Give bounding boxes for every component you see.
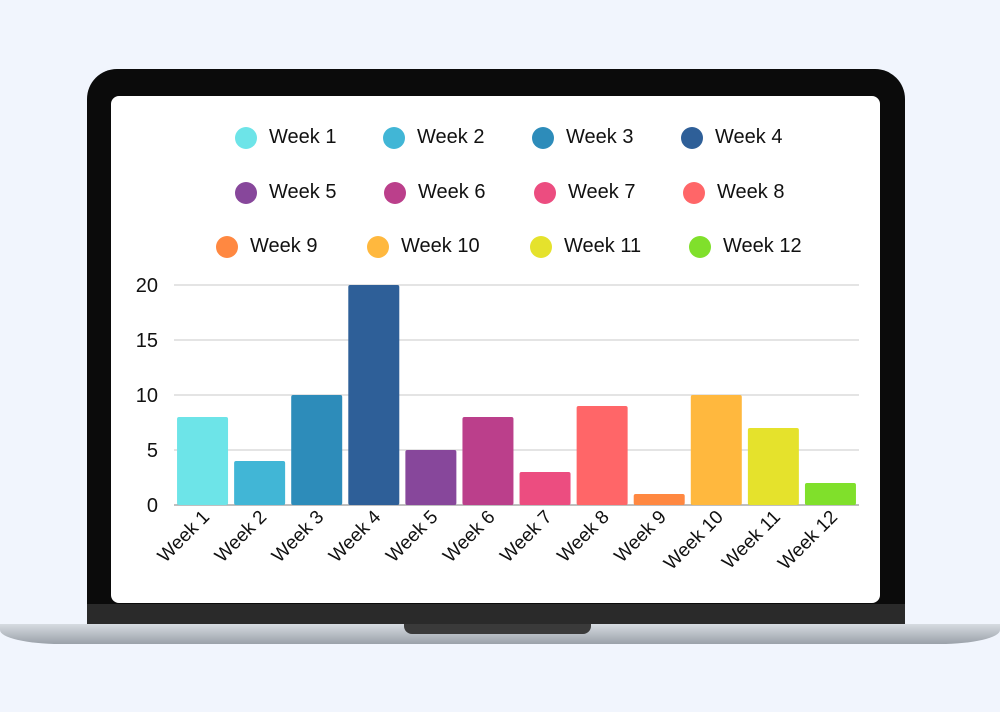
laptop-screen xyxy=(111,96,880,603)
legend-swatch xyxy=(235,181,257,204)
legend-item: Week 1 xyxy=(235,126,336,149)
bar xyxy=(576,406,628,505)
legend-swatch xyxy=(689,235,711,258)
laptop-base xyxy=(0,624,1000,644)
bar xyxy=(177,417,229,505)
y-tick-label: 0 xyxy=(147,495,158,517)
x-tick-label: Week 4 xyxy=(325,506,385,566)
x-tick-label: Week 8 xyxy=(554,507,614,567)
legend-item: Week 12 xyxy=(689,235,802,258)
x-tick-label: Week 12 xyxy=(774,507,842,575)
legend-swatch xyxy=(534,181,556,204)
legend-swatch xyxy=(683,181,705,204)
bar xyxy=(747,428,799,505)
x-tick-label: Week 10 xyxy=(660,507,728,575)
legend-item: Week 2 xyxy=(383,126,484,149)
legend-swatch xyxy=(235,126,257,149)
laptop-hinge xyxy=(87,604,905,626)
x-tick-label: Week 3 xyxy=(268,507,328,567)
legend-label: Week 9 xyxy=(250,235,318,257)
x-tick-label: Week 5 xyxy=(382,507,442,567)
bar xyxy=(348,285,400,505)
bar xyxy=(804,483,856,505)
legend-item: Week 3 xyxy=(532,126,633,149)
legend-item: Week 5 xyxy=(235,181,336,204)
bar xyxy=(405,450,457,505)
legend-swatch xyxy=(532,126,554,149)
legend-label: Week 11 xyxy=(564,235,642,257)
legend-item: Week 8 xyxy=(683,181,784,204)
bar xyxy=(690,395,742,505)
bar xyxy=(519,472,571,505)
x-tick-label: Week 11 xyxy=(718,507,785,574)
legend-item: Week 4 xyxy=(681,126,782,149)
legend-item: Week 11 xyxy=(530,235,641,258)
x-tick-label: Week 6 xyxy=(439,507,499,567)
legend-label: Week 6 xyxy=(418,181,486,203)
y-tick-label: 10 xyxy=(136,385,158,407)
legend-swatch xyxy=(216,235,238,258)
legend-label: Week 7 xyxy=(568,181,636,203)
legend-swatch xyxy=(367,235,389,258)
legend-label: Week 8 xyxy=(717,181,785,203)
legend-swatch xyxy=(384,181,406,204)
legend-item: Week 7 xyxy=(534,181,635,204)
legend-swatch xyxy=(530,235,552,258)
legend-item: Week 9 xyxy=(216,235,317,258)
legend-label: Week 10 xyxy=(401,235,480,257)
legend-swatch xyxy=(383,126,405,149)
bar xyxy=(234,461,286,505)
legend-label: Week 12 xyxy=(723,235,802,257)
x-tick-label: Week 1 xyxy=(154,507,214,567)
laptop-notch xyxy=(404,624,591,634)
legend-label: Week 1 xyxy=(269,126,337,148)
x-tick-label: Week 7 xyxy=(496,507,556,567)
legend-label: Week 3 xyxy=(566,126,634,148)
bar xyxy=(291,395,343,505)
y-tick-label: 20 xyxy=(136,275,158,297)
legend-label: Week 2 xyxy=(417,126,485,148)
legend-item: Week 10 xyxy=(367,235,480,258)
legend-swatch xyxy=(681,126,703,149)
bar xyxy=(462,417,514,505)
y-tick-label: 15 xyxy=(136,330,158,352)
x-tick-label: Week 2 xyxy=(211,507,271,567)
legend-item: Week 6 xyxy=(384,181,485,204)
y-tick-label: 5 xyxy=(147,440,158,462)
legend-label: Week 4 xyxy=(715,126,783,148)
bar xyxy=(633,494,685,505)
legend-label: Week 5 xyxy=(269,181,337,203)
